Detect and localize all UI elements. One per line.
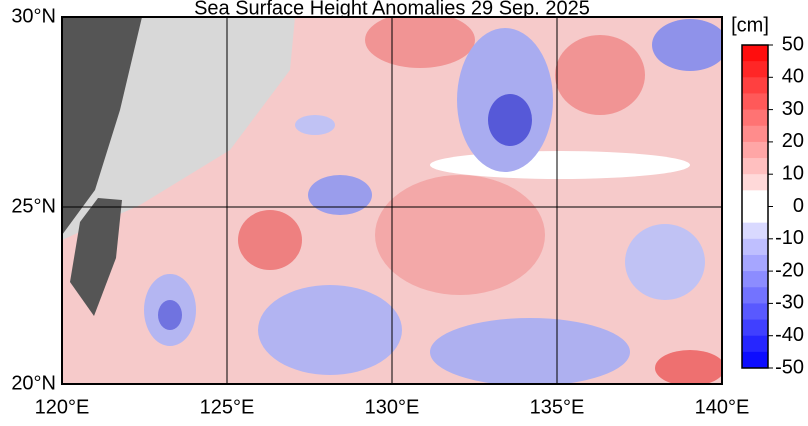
colorbar-segment <box>742 125 768 143</box>
colorbar-segment <box>742 254 768 272</box>
colorbar-unit: [cm] <box>731 14 769 36</box>
lon-label: 125°E <box>200 396 255 418</box>
colorbar-segment <box>742 45 768 62</box>
colorbar-tick-label: 50 <box>782 33 804 55</box>
colorbar-segment <box>742 61 768 78</box>
colorbar-segment <box>742 303 768 321</box>
graticule <box>62 17 722 384</box>
colorbar-segment <box>742 141 768 159</box>
lon-label: 130°E <box>365 396 420 418</box>
lon-label: 140°E <box>695 396 750 418</box>
colorbar-tick-label: 20 <box>782 130 804 152</box>
colorbar-segment <box>742 271 768 288</box>
colorbar-tick-label: 40 <box>782 66 804 88</box>
colorbar-segment <box>742 174 768 191</box>
ssh-field <box>62 17 722 384</box>
colorbar-segment <box>742 222 768 240</box>
colorbar-segment <box>742 206 768 224</box>
lat-label: 30°N <box>11 5 56 27</box>
colorbar-segment <box>742 93 768 111</box>
colorbar-tick-label: -20 <box>775 259 804 281</box>
colorbar-segment <box>742 335 768 353</box>
colorbar-tick-label: -40 <box>775 324 804 346</box>
lon-label: 120°E <box>35 396 90 418</box>
title: Sea Surface Height Anomalies 29 Sep. 202… <box>194 0 590 19</box>
colorbar-segment <box>742 77 768 94</box>
lon-label: 135°E <box>530 396 585 418</box>
colorbar-tick-label: 30 <box>782 98 804 120</box>
colorbar-tick-label: 0 <box>793 195 804 217</box>
colorbar-tick-label: -50 <box>775 356 804 378</box>
colorbar-tick-label: 10 <box>782 162 804 184</box>
colorbar: 50 40 30 20 10 0 -10 -20 -30 -40 -50 <box>741 33 804 378</box>
colorbar-segment <box>742 287 768 304</box>
colorbar-segment <box>742 319 768 337</box>
lat-label: 25°N <box>11 195 56 217</box>
colorbar-segment <box>742 238 768 256</box>
colorbar-segment <box>742 190 768 207</box>
colorbar-segment <box>742 109 768 127</box>
colorbar-segment <box>742 158 768 175</box>
colorbar-tick-label: -10 <box>775 227 804 249</box>
lat-label: 20°N <box>11 372 56 394</box>
colorbar-tick-label: -30 <box>775 292 804 314</box>
colorbar-segment <box>742 351 768 369</box>
